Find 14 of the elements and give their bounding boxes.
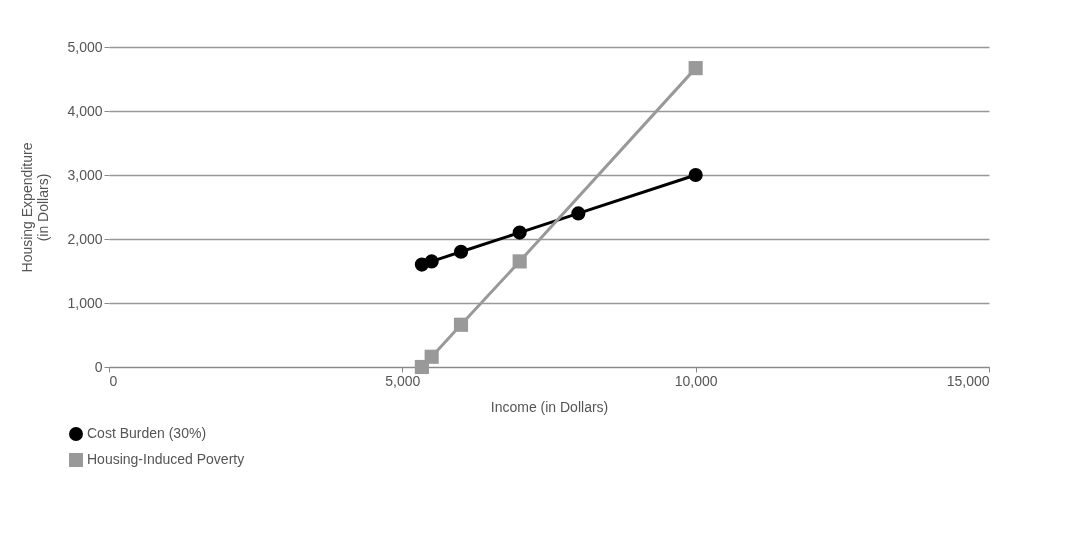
x-tick-label: 10,000 bbox=[674, 372, 718, 389]
x-tick-label: 15,000 bbox=[946, 372, 990, 389]
x-axis-title: Income (in Dollars) bbox=[490, 398, 609, 415]
legend-label: Cost Burden (30%) bbox=[87, 425, 207, 441]
legend-label: Housing-Induced Poverty bbox=[87, 451, 245, 467]
y-tick-label: 4,000 bbox=[67, 102, 103, 119]
y-tick-label: 0 bbox=[94, 358, 103, 375]
y-tick-label: 2,000 bbox=[67, 230, 103, 247]
y-tick-label: 5,000 bbox=[67, 38, 103, 55]
y-tick-label: 1,000 bbox=[67, 294, 103, 311]
y-axis-title: Housing Expenditure (in Dollars) bbox=[19, 142, 52, 273]
x-tick-label: 0 bbox=[109, 372, 118, 389]
y-tick-label: 3,000 bbox=[67, 166, 103, 183]
x-tick-label: 5,000 bbox=[385, 372, 421, 389]
